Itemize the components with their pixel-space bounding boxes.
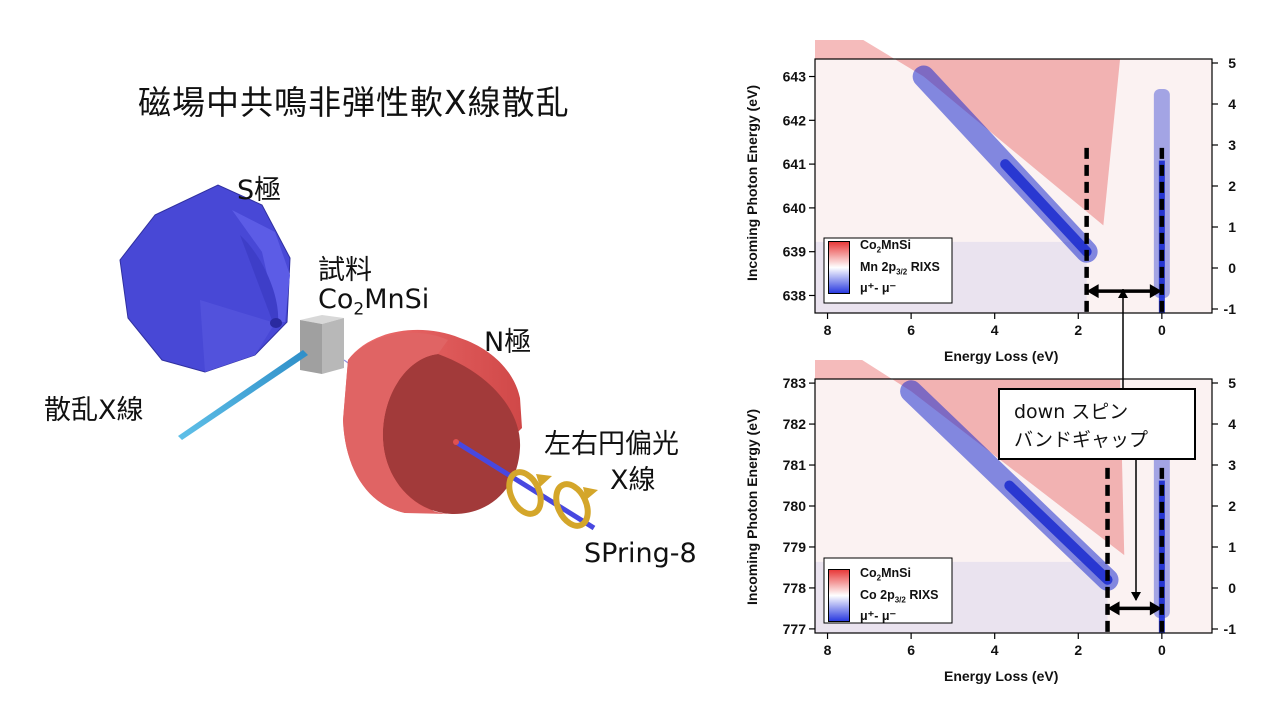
mn-ytick-label-4: 642 bbox=[783, 112, 807, 128]
legend-co-line1-sub: 2 bbox=[876, 573, 882, 583]
band-gap-annotation: down スピン バンドギャップ bbox=[998, 388, 1196, 460]
legend-co-line1-main: Co bbox=[860, 566, 877, 580]
n-pole-magnet bbox=[343, 329, 522, 515]
mn-y2tick-label-5: 4 bbox=[1228, 96, 1236, 112]
mn-y2tick-label-2: 1 bbox=[1228, 219, 1236, 235]
page-title: 磁場中共鳴非弾性軟X線散乱 bbox=[138, 83, 570, 122]
legend-co-line3: μ⁺- μ⁻ bbox=[860, 609, 897, 623]
legend-mn-line2-sub: 3/2 bbox=[896, 267, 908, 276]
mn-y-axis-title: Incoming Photon Energy (eV) bbox=[744, 84, 760, 282]
legend-mn-line2-main: Mn 2p bbox=[860, 259, 897, 274]
mn-ytick-label-3: 641 bbox=[783, 156, 807, 172]
co-y2tick-label-2: 1 bbox=[1228, 539, 1236, 555]
colorbar-co bbox=[828, 569, 850, 622]
co-gap-arrow-head-left bbox=[1107, 601, 1120, 616]
mn-y2tick-label-0: -1 bbox=[1224, 301, 1237, 317]
legend-co-line2-main: Co 2p bbox=[860, 587, 895, 602]
mn-positive-region bbox=[815, 40, 1121, 226]
legend-co-line2-sub: 3/2 bbox=[894, 595, 906, 604]
legend-mn-line1: Co2MnSi bbox=[860, 237, 940, 259]
co-y2tick-label-4: 3 bbox=[1228, 457, 1236, 473]
co-xtick-label-1: 6 bbox=[907, 642, 915, 658]
mn-plot-area bbox=[815, 40, 1212, 313]
mn-y2tick-label-6: 5 bbox=[1228, 55, 1236, 71]
mn-xtick-label-0: 8 bbox=[824, 322, 832, 338]
mn-ytick-label-2: 640 bbox=[783, 200, 807, 216]
mn-x-axis-title: Energy Loss (eV) bbox=[944, 348, 1059, 364]
legend-mn-line1-end: MnSi bbox=[881, 238, 911, 252]
mn-y2tick-label-4: 3 bbox=[1228, 137, 1236, 153]
mn-xtick-label-1: 6 bbox=[907, 322, 915, 338]
co-diagonal-core bbox=[1004, 480, 1113, 585]
legend-co-line1-end: MnSi bbox=[881, 566, 911, 580]
colorbar-mn bbox=[828, 241, 850, 294]
sample-cube bbox=[300, 315, 344, 374]
co-ytick-label-1: 778 bbox=[783, 580, 807, 596]
mn-gap-arrow-head-right bbox=[1149, 284, 1162, 299]
co-y2tick-label-6: 5 bbox=[1228, 375, 1236, 391]
co-x-axis-title: Energy Loss (eV) bbox=[944, 668, 1059, 684]
polarized-xray-label: 左右円偏光 bbox=[544, 429, 679, 460]
scattered-beam bbox=[178, 350, 308, 440]
n-pole-label: N極 bbox=[484, 327, 532, 358]
co-ytick-label-6: 783 bbox=[783, 375, 807, 391]
circular-polarization-arrows-icon bbox=[506, 469, 598, 529]
mn-y2tick-label-1: 0 bbox=[1228, 260, 1236, 276]
polarized-xray-label-2: X線 bbox=[610, 465, 656, 496]
legend-mn-line2-end: RIXS bbox=[907, 259, 940, 274]
mn-xtick-label-4: 0 bbox=[1158, 322, 1166, 338]
co-y2tick-label-0: -1 bbox=[1224, 621, 1237, 637]
mn-xtick-label-3: 2 bbox=[1074, 322, 1082, 338]
co-y2tick-label-5: 4 bbox=[1228, 416, 1236, 432]
legend-mn-line2: Mn 2p3/2 RIXS bbox=[860, 259, 940, 281]
co-y2tick-label-3: 2 bbox=[1228, 498, 1236, 514]
beam-spot bbox=[453, 439, 459, 445]
mn-ytick-label-5: 643 bbox=[783, 69, 807, 85]
co-ytick-label-2: 779 bbox=[783, 539, 807, 555]
co-y2tick-label-1: 0 bbox=[1228, 580, 1236, 596]
sample-label: 試料 bbox=[318, 255, 372, 286]
legend-co-text: Co2MnSi Co 2p3/2 RIXS μ⁺- μ⁻ bbox=[860, 565, 939, 625]
legend-co-line2-end: RIXS bbox=[905, 587, 939, 602]
co-xtick-label-0: 8 bbox=[824, 642, 832, 658]
mn-y2tick-label-3: 2 bbox=[1228, 178, 1236, 194]
legend-co-line1: Co2MnSi bbox=[860, 565, 939, 587]
s-pole-label: S極 bbox=[237, 175, 282, 206]
s-pole-magnet bbox=[119, 184, 291, 373]
legend-mn-text: Co2MnSi Mn 2p3/2 RIXS μ⁺- μ⁻ bbox=[860, 237, 940, 297]
co-xtick-label-2: 4 bbox=[991, 642, 999, 658]
band-gap-line1: down スピン bbox=[1014, 401, 1129, 423]
legend-mn-line1-main: Co bbox=[860, 238, 877, 252]
sample-formula-end: MnSi bbox=[364, 284, 430, 315]
sample-formula: Co2MnSi bbox=[318, 284, 429, 319]
scattered-xray-label: 散乱X線 bbox=[44, 395, 144, 426]
polarized-beam bbox=[454, 439, 596, 531]
legend-mn-line1-sub: 2 bbox=[876, 245, 882, 255]
band-gap-line2: バンドギャップ bbox=[1014, 429, 1148, 451]
co-gap-arrow-head-right bbox=[1149, 601, 1162, 616]
co-ytick-label-3: 780 bbox=[783, 498, 807, 514]
mn-xtick-label-2: 4 bbox=[991, 322, 999, 338]
co-ytick-label-4: 781 bbox=[783, 457, 807, 473]
mn-diagonal-core bbox=[1000, 159, 1092, 257]
co-ytick-label-0: 777 bbox=[783, 621, 807, 637]
spring8-label: SPring-8 bbox=[584, 538, 697, 569]
co-y-axis-title: Incoming Photon Energy (eV) bbox=[744, 408, 760, 606]
co-ytick-label-5: 782 bbox=[783, 416, 807, 432]
sample-formula-sub: 2 bbox=[353, 299, 365, 320]
sample-formula-main: Co bbox=[318, 284, 354, 315]
legend-co-line2: Co 2p3/2 RIXS bbox=[860, 587, 939, 609]
co-xtick-label-4: 0 bbox=[1158, 642, 1166, 658]
experiment-schematic bbox=[119, 184, 598, 531]
mn-ytick-label-0: 638 bbox=[783, 287, 807, 303]
mn-ytick-label-1: 639 bbox=[783, 244, 807, 260]
mn-gap-arrow-head-left bbox=[1086, 284, 1099, 299]
legend-mn-line3: μ⁺- μ⁻ bbox=[860, 281, 897, 295]
co-xtick-label-3: 2 bbox=[1074, 642, 1082, 658]
